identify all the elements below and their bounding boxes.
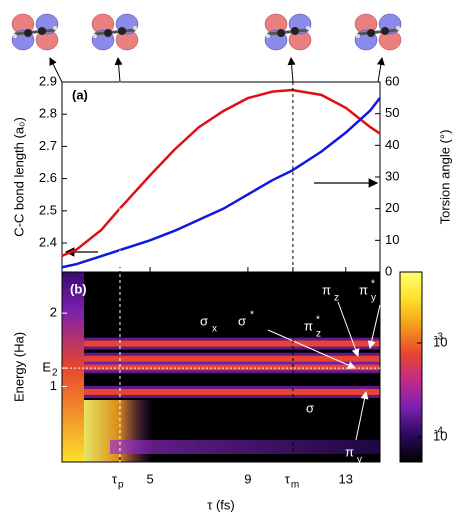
annotation: y [357,455,362,466]
y-tick-label: 2.4 [39,234,57,249]
orbital-arrows [267,301,381,441]
y-tick-label: 2 [50,305,57,320]
molecule-images [10,12,403,52]
band [84,364,380,371]
panel-label: (b) [70,281,87,296]
y-axis-title: Energy (Ha) [11,332,26,402]
y-tick-label: 2.8 [39,106,57,121]
y2-axis-title: Torsion angle (°) [437,130,452,225]
band [84,340,380,347]
colorbar [399,271,423,463]
annotation: y [371,293,376,304]
y2-tick-label: 40 [385,137,399,152]
annotation: σ [238,313,246,328]
annotation: σ [200,313,208,328]
panel-label: (a) [72,87,88,102]
annotation: z [334,293,339,304]
annotation: * [316,315,320,326]
y-tick-label: E [42,360,51,375]
annotation: π [345,444,354,459]
band [84,355,380,362]
x-tick-label: p [118,480,124,491]
annotation: * [250,310,254,321]
annotation: z [316,329,321,340]
y-tick-label: 1 [50,378,57,393]
x-tick-label: m [291,480,299,491]
x-tick-label: 13 [339,471,353,486]
y2-tick-label: 20 [385,200,399,215]
band [84,388,380,395]
annotation: π [359,282,368,297]
y2-tick-label: 0 [385,263,392,278]
y-tick-label: 2.7 [39,138,57,153]
bands [84,337,380,398]
annotation: π [322,282,331,297]
y2-tick-label: 10 [385,232,399,247]
image-arrows [49,57,385,83]
x-tick-label: 5 [146,471,153,486]
x-tick-label: 9 [244,471,251,486]
y2-tick-label: 50 [385,105,399,120]
data-line [61,97,381,269]
y-tick-label: 2.9 [39,73,57,88]
y-tick-label: 2 [52,368,58,379]
y2-tick-label: 30 [385,168,399,183]
y2-tick-label: 60 [385,73,399,88]
colorbar-tick-label: -3 [434,332,443,343]
colorbar-tick-label: -4 [434,426,443,437]
annotation: * [371,279,375,290]
y-axis-title: C-C bond length (a₀) [11,117,26,237]
x-tick-label: τ [112,471,118,486]
annotation: π [304,318,313,333]
colorbar-tick-label: 10 [433,428,447,443]
x-tick-label: τ [285,471,291,486]
y-tick-label: 2.6 [39,170,57,185]
annotation: σ [306,400,314,415]
colorbar-tick-label: 10 [433,334,447,349]
x-axis-title: τ (fs) [207,497,235,512]
data-line [61,88,381,258]
y-tick-label: 2.5 [39,202,57,217]
annotation: x [212,324,217,335]
